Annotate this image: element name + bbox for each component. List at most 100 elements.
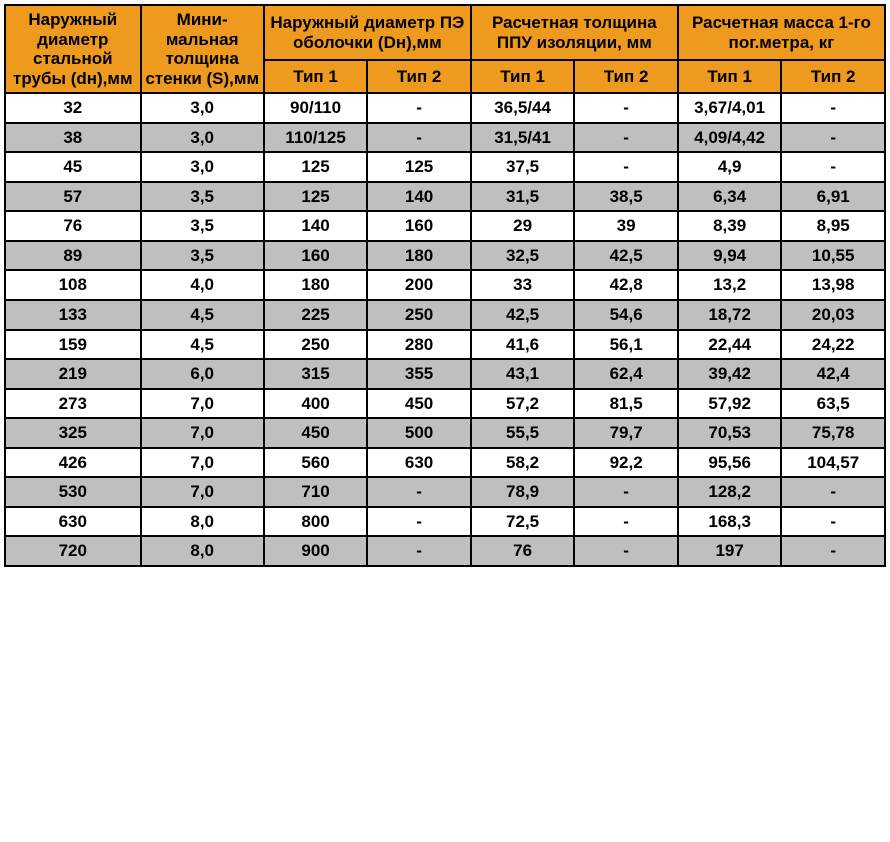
- cell-t1: 42,5: [471, 300, 575, 330]
- pipe-spec-table: Наружный диаметр стальной трубы (dн),мм …: [4, 4, 886, 567]
- cell-d2: 500: [367, 418, 471, 448]
- cell-dn: 32: [5, 93, 141, 123]
- cell-t1: 58,2: [471, 448, 575, 478]
- cell-dn: 426: [5, 448, 141, 478]
- cell-d2: 180: [367, 241, 471, 271]
- cell-dn: 325: [5, 418, 141, 448]
- table-row: 2737,040045057,281,557,9263,5: [5, 389, 885, 419]
- table-row: 1334,522525042,554,618,7220,03: [5, 300, 885, 330]
- cell-d1: 710: [264, 477, 368, 507]
- cell-s: 7,0: [141, 477, 264, 507]
- cell-t1: 31,5/41: [471, 123, 575, 153]
- cell-t1: 72,5: [471, 507, 575, 537]
- cell-s: 3,0: [141, 93, 264, 123]
- cell-m1: 4,9: [678, 152, 782, 182]
- cell-s: 3,0: [141, 123, 264, 153]
- table-row: 7208,0900-76-197-: [5, 536, 885, 566]
- cell-d2: 250: [367, 300, 471, 330]
- header-mass: Расчетная масса 1-го пог.метра, кг: [678, 5, 885, 60]
- cell-s: 3,5: [141, 211, 264, 241]
- table-row: 5307,0710-78,9-128,2-: [5, 477, 885, 507]
- header-thk-tip1: Тип 1: [471, 60, 575, 93]
- header-thk: Расчетная толщина ППУ изоляции, мм: [471, 5, 678, 60]
- cell-dn: 273: [5, 389, 141, 419]
- cell-t2: 54,6: [574, 300, 678, 330]
- cell-m2: -: [781, 477, 885, 507]
- cell-t2: 81,5: [574, 389, 678, 419]
- cell-t1: 36,5/44: [471, 93, 575, 123]
- cell-d2: 140: [367, 182, 471, 212]
- cell-m2: -: [781, 507, 885, 537]
- table-row: 383,0110/125-31,5/41-4,09/4,42-: [5, 123, 885, 153]
- cell-t2: -: [574, 152, 678, 182]
- cell-m1: 22,44: [678, 330, 782, 360]
- cell-m1: 197: [678, 536, 782, 566]
- cell-d1: 160: [264, 241, 368, 271]
- cell-m1: 39,42: [678, 359, 782, 389]
- cell-d1: 250: [264, 330, 368, 360]
- cell-s: 4,5: [141, 330, 264, 360]
- cell-dn: 76: [5, 211, 141, 241]
- cell-s: 7,0: [141, 389, 264, 419]
- cell-s: 3,0: [141, 152, 264, 182]
- cell-d1: 800: [264, 507, 368, 537]
- cell-dn: 219: [5, 359, 141, 389]
- cell-d2: -: [367, 477, 471, 507]
- cell-m2: 75,78: [781, 418, 885, 448]
- cell-m1: 95,56: [678, 448, 782, 478]
- cell-m2: 104,57: [781, 448, 885, 478]
- table-row: 573,512514031,538,56,346,91: [5, 182, 885, 212]
- cell-t2: -: [574, 93, 678, 123]
- cell-dn: 159: [5, 330, 141, 360]
- cell-d1: 140: [264, 211, 368, 241]
- cell-d1: 400: [264, 389, 368, 419]
- cell-m1: 57,92: [678, 389, 782, 419]
- cell-d1: 125: [264, 182, 368, 212]
- cell-t1: 43,1: [471, 359, 575, 389]
- cell-dn: 133: [5, 300, 141, 330]
- table-row: 453,012512537,5-4,9-: [5, 152, 885, 182]
- cell-s: 4,0: [141, 270, 264, 300]
- cell-s: 7,0: [141, 418, 264, 448]
- cell-t1: 57,2: [471, 389, 575, 419]
- cell-m1: 70,53: [678, 418, 782, 448]
- cell-s: 3,5: [141, 241, 264, 271]
- cell-s: 7,0: [141, 448, 264, 478]
- cell-t2: -: [574, 507, 678, 537]
- table-row: 2196,031535543,162,439,4242,4: [5, 359, 885, 389]
- table-row: 4267,056063058,292,295,56104,57: [5, 448, 885, 478]
- cell-dn: 57: [5, 182, 141, 212]
- cell-t2: 62,4: [574, 359, 678, 389]
- table-row: 3257,045050055,579,770,5375,78: [5, 418, 885, 448]
- cell-s: 6,0: [141, 359, 264, 389]
- table-row: 893,516018032,542,59,9410,55: [5, 241, 885, 271]
- cell-dn: 45: [5, 152, 141, 182]
- cell-dn: 38: [5, 123, 141, 153]
- cell-d2: 450: [367, 389, 471, 419]
- cell-d2: 160: [367, 211, 471, 241]
- header-mass-tip2: Тип 2: [781, 60, 885, 93]
- cell-s: 8,0: [141, 507, 264, 537]
- cell-m1: 13,2: [678, 270, 782, 300]
- cell-m2: -: [781, 123, 885, 153]
- cell-d1: 90/110: [264, 93, 368, 123]
- cell-m2: 13,98: [781, 270, 885, 300]
- cell-m1: 8,39: [678, 211, 782, 241]
- cell-m1: 9,94: [678, 241, 782, 271]
- cell-t2: 38,5: [574, 182, 678, 212]
- cell-dn: 530: [5, 477, 141, 507]
- cell-t1: 29: [471, 211, 575, 241]
- cell-d2: 200: [367, 270, 471, 300]
- cell-s: 4,5: [141, 300, 264, 330]
- header-thk-tip2: Тип 2: [574, 60, 678, 93]
- cell-t2: -: [574, 536, 678, 566]
- cell-d2: -: [367, 536, 471, 566]
- cell-m1: 6,34: [678, 182, 782, 212]
- cell-t2: -: [574, 123, 678, 153]
- cell-dn: 89: [5, 241, 141, 271]
- cell-d1: 315: [264, 359, 368, 389]
- header-s: Мини-мальная толщина стенки (S),мм: [141, 5, 264, 93]
- cell-m1: 4,09/4,42: [678, 123, 782, 153]
- cell-t1: 31,5: [471, 182, 575, 212]
- cell-dn: 630: [5, 507, 141, 537]
